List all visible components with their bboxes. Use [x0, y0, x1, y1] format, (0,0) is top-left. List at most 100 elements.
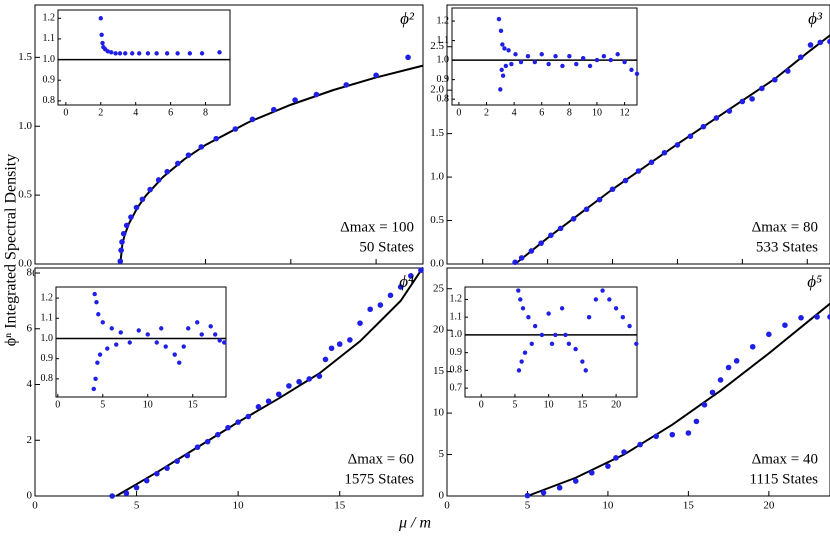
data-point	[627, 323, 632, 329]
x-tick-label: 8	[203, 107, 208, 118]
data-point	[100, 40, 105, 46]
data-point	[553, 54, 558, 59]
y-tick-label: 1.1	[41, 313, 54, 324]
data-point	[713, 115, 720, 121]
data-point	[118, 247, 124, 254]
data-point	[185, 152, 192, 158]
data-point	[164, 51, 170, 56]
data-point	[502, 46, 507, 51]
data-point	[693, 418, 700, 425]
y-tick-label: 8	[27, 267, 33, 279]
data-point	[556, 484, 563, 491]
data-point	[782, 322, 788, 329]
annotation: 1575 States	[344, 471, 414, 487]
data-point	[629, 67, 634, 73]
data-point	[99, 32, 104, 37]
data-point	[532, 59, 538, 65]
data-point	[560, 63, 565, 69]
data-point	[154, 51, 159, 56]
y-tick-label: 2	[27, 434, 33, 446]
data-point	[586, 314, 592, 320]
data-point	[93, 376, 98, 382]
data-point	[213, 332, 218, 337]
y-tick-label: 1.0	[430, 171, 444, 183]
data-point	[357, 320, 363, 326]
y-tick-label: 0.5	[18, 189, 32, 201]
data-point	[120, 230, 127, 237]
data-point	[566, 341, 572, 346]
data-point	[195, 320, 200, 325]
data-point	[405, 54, 411, 61]
data-point	[117, 51, 123, 56]
data-point	[726, 108, 733, 114]
x-tick-label: 2	[484, 107, 489, 118]
data-point	[109, 493, 115, 499]
annotation: 50 States	[359, 239, 414, 255]
data-point	[123, 222, 130, 229]
data-point	[387, 292, 394, 299]
data-point	[164, 168, 170, 175]
data-point	[177, 360, 182, 365]
data-point	[607, 297, 612, 302]
data-point	[600, 288, 605, 293]
data-point	[164, 465, 170, 471]
y-tick-label: 1.2	[43, 13, 56, 24]
data-point	[500, 73, 506, 78]
data-point	[539, 52, 544, 57]
data-point	[136, 328, 141, 333]
data-point	[518, 297, 523, 302]
data-point	[635, 168, 642, 174]
y-tick-label: 1.0	[18, 120, 32, 132]
data-point	[559, 306, 565, 311]
data-point	[574, 61, 579, 67]
data-point	[109, 326, 114, 331]
data-point	[498, 28, 504, 34]
data-point	[593, 297, 599, 302]
data-point	[609, 186, 616, 193]
data-point	[316, 373, 323, 379]
data-point	[797, 54, 804, 60]
data-point	[522, 350, 528, 355]
data-point	[336, 341, 343, 347]
data-point	[503, 63, 509, 69]
curve	[527, 302, 830, 497]
data-point	[194, 444, 201, 451]
x-tick-label: 8	[567, 107, 572, 118]
y-tick-label: 15	[433, 365, 445, 377]
data-point	[155, 177, 162, 183]
y-tick-label: 6	[27, 322, 33, 334]
data-point	[408, 273, 414, 279]
data-point	[520, 306, 526, 311]
data-point	[232, 126, 239, 132]
y-tick-label: 25	[433, 282, 445, 294]
data-point	[772, 76, 778, 83]
data-point	[546, 61, 551, 67]
data-point	[526, 314, 531, 320]
data-point	[587, 63, 593, 69]
y-tick-label: 1.1	[437, 35, 450, 46]
panel-title: ϕ³	[808, 9, 823, 28]
data-point	[198, 144, 205, 150]
data-point	[172, 352, 177, 357]
x-tick-label: 0	[444, 500, 450, 512]
data-point	[159, 326, 164, 331]
data-point	[622, 177, 629, 184]
data-point	[367, 306, 373, 313]
data-point	[594, 57, 600, 63]
data-point	[154, 470, 160, 477]
data-point	[343, 82, 350, 88]
data-point	[807, 42, 814, 48]
data-point	[275, 391, 282, 398]
y-tick-label: 0.8	[41, 373, 54, 384]
y-tick-label: 1.2	[41, 292, 54, 303]
panel-title: ϕ⁵	[807, 272, 822, 291]
y-tick-label: 1.0	[437, 54, 450, 65]
data-point	[418, 267, 424, 274]
data-point	[123, 490, 130, 497]
data-point	[601, 54, 607, 59]
data-point	[91, 386, 96, 392]
y-tick-label: 1.2	[450, 294, 463, 305]
data-point	[328, 345, 335, 352]
data-point	[717, 377, 724, 383]
data-point	[634, 341, 639, 346]
